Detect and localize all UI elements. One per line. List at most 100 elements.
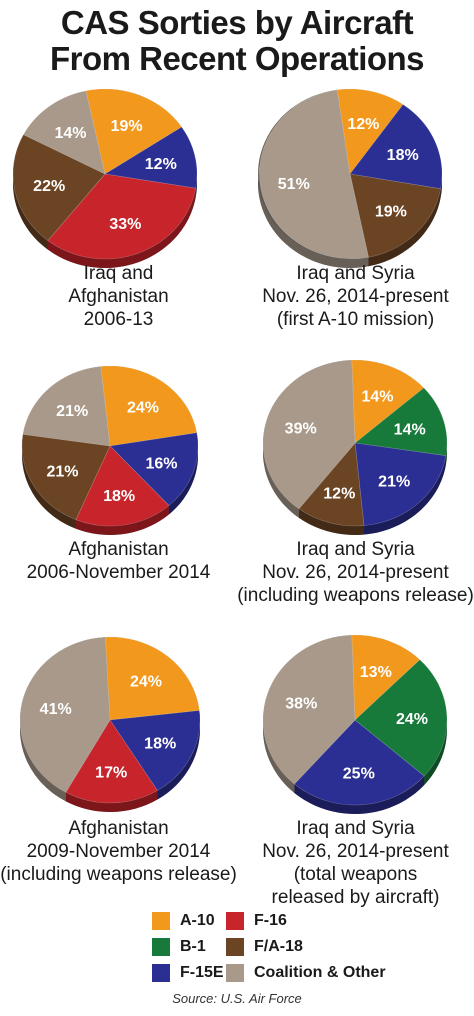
pie-slice-coalition-other <box>22 366 111 447</box>
chart-caption-line: Iraq and Syria <box>296 263 415 284</box>
legend-swatch <box>152 938 170 956</box>
chart-caption-line: Iraq and Syria <box>296 818 415 839</box>
source-note: Source: U.S. Air Force <box>172 991 302 1006</box>
chart-caption: Iraq and Afghanistan 2006-13 <box>0 262 237 331</box>
pie-slice-label: 41% <box>40 701 72 718</box>
pie-slice-label: 12% <box>347 116 379 133</box>
legend-swatch <box>226 912 244 930</box>
chart-caption-line: Nov. 26, 2014-present <box>262 841 449 862</box>
pie-chart-5: 24% 18% 17% 41% <box>19 636 201 812</box>
pie-slice-f-15e <box>109 432 199 506</box>
pie-slice-label: 17% <box>95 764 127 781</box>
pie-slice-f-16 <box>75 445 170 527</box>
legend-swatch <box>152 964 170 982</box>
chart-title-line-1: CAS Sorties by Aircraft <box>60 4 414 41</box>
pie-slice-b-1 <box>354 659 448 777</box>
pie-slice-side <box>298 508 364 535</box>
chart-caption-line: Afghanistan <box>68 286 169 307</box>
legend: A-10 F-16 B-1 F/A-18 F-15E Coalition & O… <box>152 911 452 991</box>
pie-slice-label: 33% <box>109 216 141 233</box>
pie-slice-side <box>22 434 76 529</box>
pie-slice-a-10 <box>104 636 200 721</box>
chart-caption-line: (first A-10 mission) <box>276 309 435 330</box>
chart-caption-line: 2009-November 2014 <box>26 841 211 862</box>
pie-slice-f-a-18 <box>298 442 365 527</box>
legend-swatch <box>226 964 244 982</box>
pie-slice-side <box>157 710 200 800</box>
pie-chart-3: 24% 16% 18% 21% 21% <box>21 365 199 535</box>
legend-label: F-16 <box>254 912 287 929</box>
pie-slice-label: 51% <box>278 176 310 193</box>
pie-slice-side <box>13 134 48 250</box>
pie-chart-1: 19% 12% 33% 22% 14% <box>12 88 198 268</box>
chart-caption: Afghanistan 2006-November 2014 <box>0 538 237 584</box>
pie-slice-coalition-other <box>262 634 356 785</box>
legend-swatch <box>226 938 244 956</box>
chart-caption-line: (including weapons release) <box>0 864 237 885</box>
pie-slice-label: 21% <box>46 463 78 480</box>
legend-label: Coalition & Other <box>254 964 386 981</box>
pie-slice-side <box>364 455 446 535</box>
pie-slice-a-10 <box>85 88 183 175</box>
pie-slice-f-15e <box>354 442 447 526</box>
pie-slice-f-a-18 <box>12 134 106 242</box>
chart-caption-line: Iraq and <box>83 263 154 284</box>
pie-chart-6: 13% 24% 25% 38% <box>262 634 448 814</box>
pie-slice-a-10 <box>100 365 198 447</box>
chart-caption-line: Nov. 26, 2014-present <box>262 286 449 307</box>
pie-slice-f-16 <box>65 719 158 804</box>
chart-caption-line: (including weapons release) <box>237 585 474 606</box>
legend-item-a10: A-10 <box>152 911 215 931</box>
pie-slice-side <box>368 188 441 267</box>
pie-slice-a-10 <box>336 88 404 175</box>
pie-slice-f-15e <box>349 104 443 190</box>
pie-slice-side <box>168 432 198 515</box>
chart-title-line-2: From Recent Operations <box>49 40 425 77</box>
chart-caption-line: 2006-13 <box>83 309 154 330</box>
pie-slice-label: 14% <box>394 422 426 439</box>
pie-slice-side <box>294 776 425 814</box>
pie-slice-f-16 <box>47 173 197 260</box>
chart-caption-line: 2006-November 2014 <box>26 562 211 583</box>
pie-slice-label: 16% <box>145 455 177 472</box>
pie-chart-4: 14%14% 21% 12% 39% <box>262 359 448 535</box>
pie-slice-label: 24% <box>396 711 428 728</box>
pie-slice-coalition-other <box>262 359 356 510</box>
pie-slice-f-15e <box>104 126 198 189</box>
pie-slice-label: 21% <box>56 403 88 420</box>
chart-caption-line: (total weapons <box>293 864 418 885</box>
pie-slice-label: 18% <box>144 735 176 752</box>
pie-slice-label: 14% <box>361 389 393 406</box>
legend-label: A-10 <box>180 912 215 929</box>
pie-slice-side <box>75 505 169 535</box>
chart-caption-line: Nov. 26, 2014-present <box>262 562 449 583</box>
legend-item-coalition: Coalition & Other <box>226 963 386 983</box>
chart-caption: Iraq and Syria Nov. 26, 2014-present (tota… <box>237 817 474 909</box>
legend-item-f15e: F-15E <box>152 963 224 983</box>
pie-slice-label: 12% <box>323 486 355 503</box>
pie-slice-label: 24% <box>127 400 159 417</box>
pie-slice-f-a-18 <box>349 173 441 258</box>
legend-swatch <box>152 912 170 930</box>
pie-slice-a-10 <box>351 359 425 444</box>
chart-caption-line: Iraq and Syria <box>296 539 415 560</box>
pie-slice-label: 14% <box>54 125 86 142</box>
chart-caption-line: released by aircraft) <box>271 887 440 908</box>
pie-slice-coalition-other <box>19 636 111 793</box>
pie-slice-label: 39% <box>285 420 317 437</box>
pie-slice-coalition-other <box>23 90 106 175</box>
chart-caption-line: Afghanistan <box>68 818 169 839</box>
pie-slice-label: 21% <box>378 473 410 490</box>
pie-slice-side <box>65 790 158 812</box>
pie-slice-label: 38% <box>285 695 317 712</box>
pie-slice-f-15e <box>293 719 425 806</box>
pie-slice-f-a-18 <box>21 433 111 521</box>
pie-slice-label: 19% <box>375 204 407 221</box>
pie-slice-label: 13% <box>360 664 392 681</box>
pie-slice-label: 24% <box>130 674 162 691</box>
legend-item-b1: B-1 <box>152 937 206 957</box>
pie-slice-label: 18% <box>387 147 419 164</box>
pie-slice-b-1 <box>354 387 448 457</box>
pie-slice-f-15e <box>109 710 201 791</box>
